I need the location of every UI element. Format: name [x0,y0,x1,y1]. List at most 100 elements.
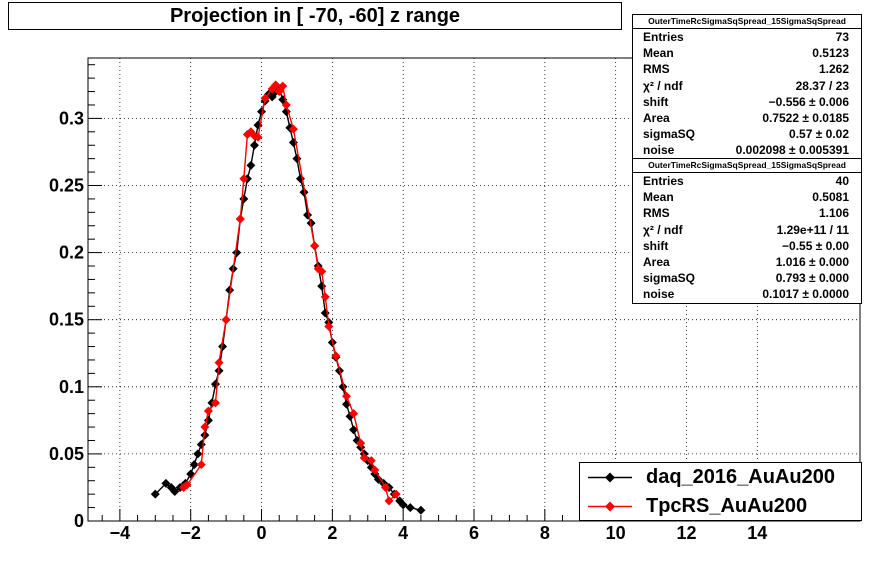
data-point [416,505,426,515]
stats-box-title: OuterTimeRcSigmaSqSpread_15SigmaSqSpread [633,159,861,173]
stats-row-noise: noise 0.002098 ± 0.005391 [633,142,861,158]
stats-box-title: OuterTimeRcSigmaSqSpread_15SigmaSqSpread [633,15,861,29]
stats-label: sigmaSQ [643,127,696,142]
stats-label: Entries [643,30,684,44]
x-tick-label: 0 [257,523,267,543]
data-point [359,453,369,463]
data-point [170,486,180,496]
stats-row-shift: shift −0.556 ± 0.006 [633,94,861,110]
data-point [281,100,291,110]
y-tick-label: 0.25 [49,175,84,195]
data-point [288,124,298,134]
data-point [320,292,330,302]
stats-label: Area [643,254,670,269]
data-point [150,489,160,499]
data-point [331,351,341,361]
y-tick-label: 0.3 [59,108,84,128]
x-tick-label: 12 [676,523,696,543]
stats-label: Mean [643,190,674,205]
data-point [278,81,288,91]
series-layer [150,80,426,515]
legend: daq_2016_AuAu200 TpcRS_AuAu200 [579,462,862,521]
y-axis: 0 0.05 0.1 0.15 0.2 0.25 0.3 [49,64,102,531]
data-point [349,409,359,419]
stats-value: 1.016 ± 0.000 [775,254,849,269]
stats-row-noise: noise 0.1017 ± 0.0000 [633,286,861,302]
data-point [221,315,231,325]
stats-value: 40 [835,174,849,188]
data-point [349,425,359,435]
series-line [183,83,397,503]
y-tick-label: 0.05 [49,444,84,464]
x-tick-label: 14 [747,523,767,543]
stats-label: Area [643,110,670,125]
stats-label: Entries [643,174,684,188]
stats-value: 0.5123 [812,46,849,61]
stats-label: Mean [643,46,674,61]
stats-value: 1.262 [818,62,849,77]
legend-label-tpcrs: TpcRS_AuAu200 [646,495,808,517]
data-point [398,500,408,510]
y-tick-label: 0.2 [59,243,84,263]
stats-row-chi2: χ² / ndf 1.29e+11 / 11 [633,222,861,238]
data-point [356,438,366,448]
data-point [366,456,376,466]
stats-value: 0.7522 ± 0.0185 [762,110,849,125]
legend-label-daq: daq_2016_AuAu200 [646,466,835,488]
data-point [380,482,390,492]
stats-row-chi2: χ² / ndf 28.37 / 23 [633,78,861,94]
legend-marker-tpcrs [588,501,632,512]
stats-row-area: Area 1.016 ± 0.000 [633,254,861,270]
data-point [249,140,259,150]
stats-label: noise [643,143,675,158]
data-point [186,469,196,479]
data-point [182,480,192,490]
data-point [218,342,228,352]
x-tick-label: 10 [606,523,626,543]
x-tick-label: −4 [110,523,131,543]
stats-value: 0.1017 ± 0.0000 [762,287,849,302]
stats-value: 0.002098 ± 0.005391 [735,143,849,158]
legend-entry-daq: daq_2016_AuAu200 [580,463,861,492]
x-tick-label: 2 [327,523,337,543]
stats-box-sim: OuterTimeRcSigmaSqSpread_15SigmaSqSpread… [632,158,862,304]
stats-row-sigmasq: sigmaSQ 0.57 ± 0.02 [633,126,861,142]
data-point [196,460,206,470]
series-tpcrs [179,80,401,506]
stats-value: −0.55 ± 0.00 [782,238,849,253]
stats-value: 28.37 / 23 [795,78,849,93]
data-point [235,214,245,224]
stats-row-rms: RMS 1.106 [633,205,861,221]
series-line [154,87,422,511]
stats-label: noise [643,287,675,302]
stats-row-rms: RMS 1.262 [633,61,861,77]
data-point [342,391,352,401]
data-point [391,489,401,499]
series-daq [150,84,426,515]
legend-entry-tpcrs: TpcRS_AuAu200 [580,492,861,521]
stats-label: χ² / ndf [643,78,683,93]
stats-row-mean: Mean 0.5123 [633,45,861,61]
stats-row-shift: shift −0.55 ± 0.00 [633,238,861,254]
data-point [200,430,210,440]
data-point [246,160,256,170]
data-point [384,496,394,506]
data-point [292,154,302,164]
y-tick-label: 0 [74,511,84,531]
data-point [239,194,249,204]
data-point [299,187,309,197]
stats-label: shift [643,238,669,253]
data-point [161,478,171,488]
data-point [189,460,199,470]
data-point [324,321,334,331]
data-point [405,503,415,513]
chart-title: Projection in [ -70, -60] z range [8,2,622,30]
data-point [214,358,224,368]
stats-row-entries: Entries 40 [633,173,861,189]
x-tick-label: 8 [540,523,550,543]
data-point [260,93,270,103]
data-point [203,406,213,416]
stats-row-area: Area 0.7522 ± 0.0185 [633,110,861,126]
stats-value: −0.556 ± 0.006 [768,94,849,109]
